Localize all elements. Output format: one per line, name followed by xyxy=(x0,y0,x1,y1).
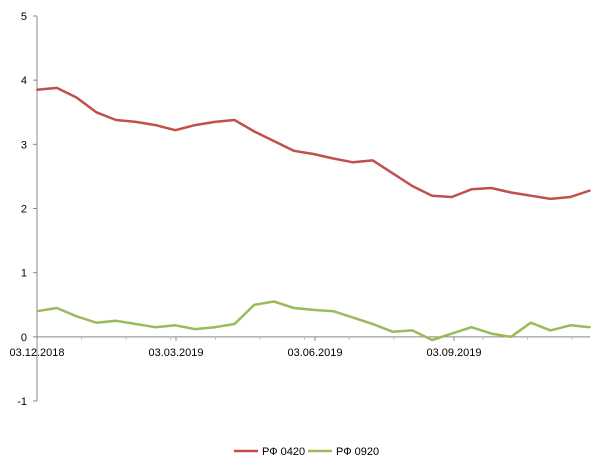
data-point xyxy=(194,124,196,126)
data-point xyxy=(431,339,433,341)
series-line-1 xyxy=(36,86,591,201)
data-point xyxy=(312,308,315,311)
data-point xyxy=(411,329,414,332)
y-tick-label: 1 xyxy=(21,268,27,280)
data-point xyxy=(95,111,98,114)
data-point xyxy=(332,157,335,160)
data-point xyxy=(371,323,374,325)
x-tick-label: 03.12.2018 xyxy=(9,347,64,359)
data-point xyxy=(115,119,117,121)
data-point xyxy=(75,96,78,99)
data-point xyxy=(194,328,196,331)
data-point xyxy=(470,188,473,191)
y-tick-label: -1 xyxy=(17,396,27,408)
data-point xyxy=(470,326,473,329)
data-point xyxy=(391,172,394,175)
legend: РФ 0420 РФ 0920 xyxy=(234,446,379,458)
data-point xyxy=(273,300,275,303)
x-tick-label: 03.09.2019 xyxy=(426,347,481,359)
series-layer xyxy=(36,86,591,342)
data-point xyxy=(411,185,414,187)
y-tick-label: 3 xyxy=(21,139,27,151)
data-point xyxy=(431,194,433,197)
data-point xyxy=(312,153,315,155)
data-point xyxy=(233,323,236,325)
data-point xyxy=(154,124,157,126)
data-point xyxy=(55,307,58,309)
axes: -1 0 1 2 3 4 5 03.12.2018 03.03.2019 03.06.2019 03… xyxy=(9,11,590,408)
data-point xyxy=(490,187,493,189)
x-tick-label: 03.06.2019 xyxy=(287,347,342,359)
data-point xyxy=(75,315,78,318)
data-point xyxy=(174,324,177,327)
data-point xyxy=(549,329,552,332)
data-point xyxy=(36,88,38,91)
data-point xyxy=(213,326,216,329)
data-point xyxy=(529,321,532,324)
data-point xyxy=(549,197,552,200)
data-point xyxy=(292,307,295,309)
data-point xyxy=(55,86,58,89)
data-point xyxy=(95,321,98,324)
data-point xyxy=(450,196,453,198)
data-point xyxy=(371,159,374,162)
data-point xyxy=(510,335,512,338)
data-point xyxy=(36,310,38,313)
x-tick-label: 03.03.2019 xyxy=(148,347,203,359)
data-point xyxy=(529,194,532,197)
data-point xyxy=(253,130,256,133)
legend-label-1: РФ 0420 xyxy=(262,446,305,458)
y-tick-label: 2 xyxy=(21,204,27,216)
data-point xyxy=(115,319,117,322)
data-point xyxy=(134,323,137,325)
data-point xyxy=(391,330,394,333)
data-point xyxy=(233,119,236,121)
data-point xyxy=(490,332,493,335)
data-point xyxy=(569,324,572,327)
data-point xyxy=(510,191,512,194)
data-point xyxy=(134,120,137,123)
y-tick-label: 4 xyxy=(21,75,27,87)
data-point xyxy=(589,326,591,329)
data-point xyxy=(174,129,177,132)
data-point xyxy=(213,120,216,123)
data-point xyxy=(332,310,335,313)
data-point xyxy=(569,196,572,198)
legend-label-2: РФ 0920 xyxy=(336,446,379,458)
data-point xyxy=(450,332,453,335)
data-point xyxy=(352,161,354,164)
data-point xyxy=(292,149,295,152)
data-point xyxy=(589,189,591,192)
data-point xyxy=(253,303,256,306)
series-line-2 xyxy=(36,300,591,342)
data-point xyxy=(273,140,275,143)
data-point xyxy=(352,316,354,319)
data-point xyxy=(154,326,157,329)
y-tick-label: 0 xyxy=(21,332,27,344)
y-tick-label: 5 xyxy=(21,11,27,23)
